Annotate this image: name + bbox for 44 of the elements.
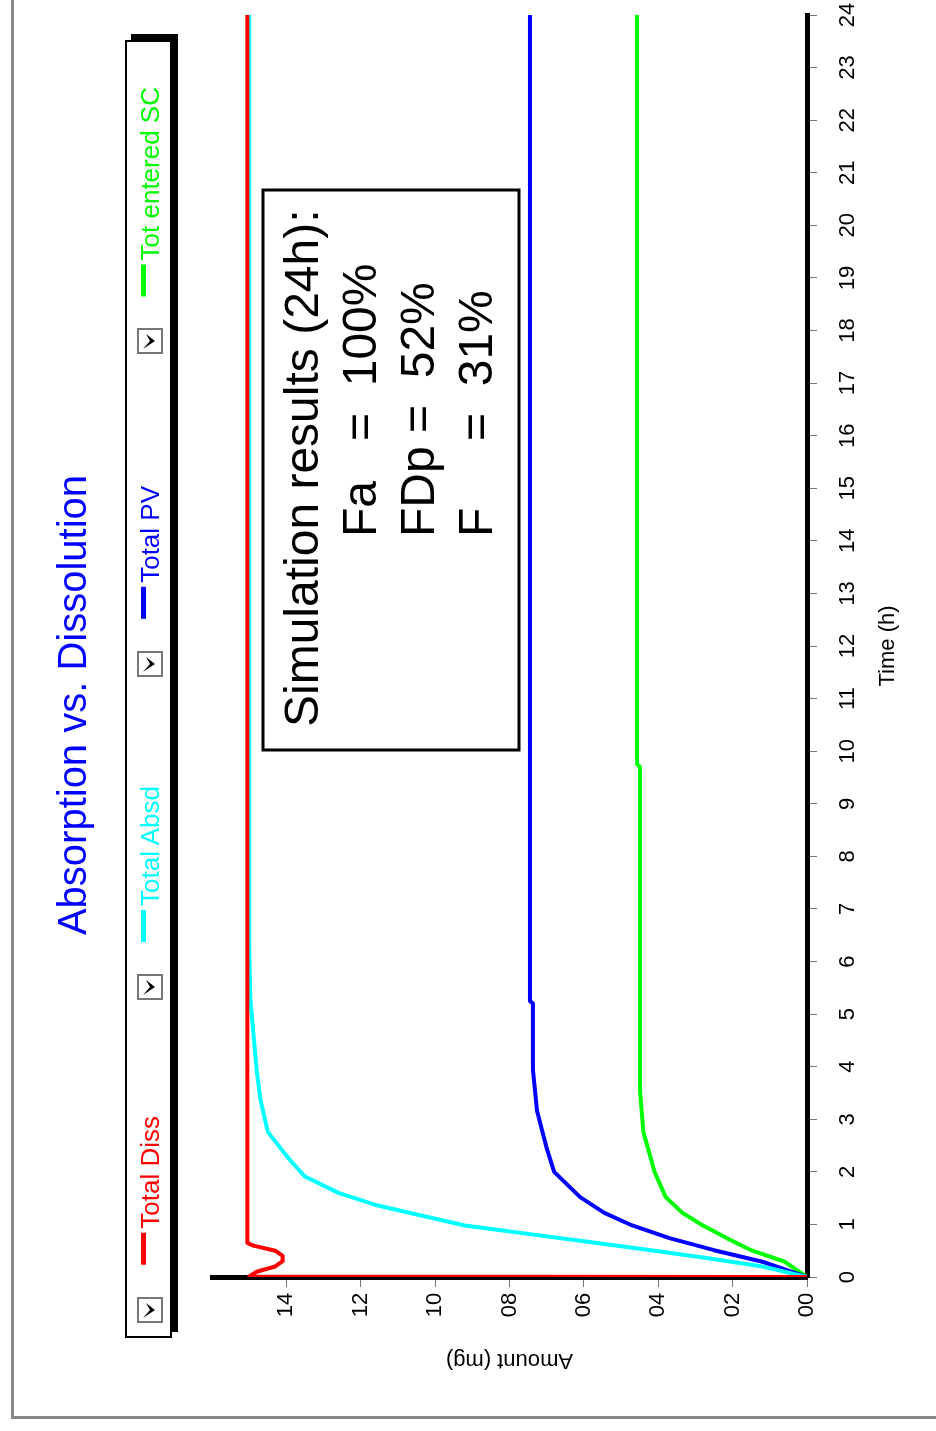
y-tick-label: 14 [834, 528, 860, 554]
x-tick-label: 10 [421, 1292, 447, 1318]
annotation: Simulation results (24h): [275, 209, 329, 727]
annotation: FDp = 52% [391, 282, 445, 537]
x-tick-label: 00 [793, 1292, 819, 1318]
y-tick-label: 21 [834, 160, 860, 185]
text: Total Diss [135, 1116, 165, 1229]
x-tick-label: 12 [346, 1292, 372, 1318]
x-tick-label: 14 [272, 1292, 298, 1318]
y-tick-label: 16 [834, 423, 860, 448]
y-tick-label: 13 [834, 581, 860, 606]
x-tick-label: 06 [569, 1292, 595, 1318]
y-tick-label: 8 [834, 850, 860, 863]
y-tick-label: 7 [834, 902, 860, 916]
text: Tot entered SC [135, 87, 165, 261]
x-tick-label: 02 [718, 1292, 744, 1318]
y-tick-label: 18 [834, 318, 860, 343]
y-tick-label: 0 [834, 1270, 860, 1284]
x-tick-label: 08 [495, 1292, 521, 1318]
y-axis-title: Time (h) [874, 605, 900, 687]
y-tick-label: 15 [834, 476, 860, 501]
y-tick-label: 12 [834, 633, 860, 659]
y-tick-label: 24 [834, 2, 860, 28]
text: Absorption vs. Dissolution [50, 474, 95, 936]
y-tick-label: 23 [834, 55, 860, 80]
x-tick-label: 04 [644, 1292, 670, 1318]
text: Total PV [135, 486, 165, 583]
y-tick-label: 1 [834, 1218, 860, 1231]
y-tick-label: 4 [834, 1060, 860, 1073]
y-tick-label: 20 [834, 213, 860, 238]
y-tick-label: 9 [834, 797, 860, 810]
annotation: F = 31% [449, 290, 503, 537]
y-tick-label: 17 [834, 370, 860, 396]
x-axis-title: Amount (mg) [445, 1348, 574, 1374]
y-tick-label: 19 [834, 265, 860, 291]
y-tick-label: 11 [834, 687, 860, 711]
text: Total Absd [135, 786, 165, 906]
y-tick-label: 5 [834, 1007, 860, 1021]
y-tick-label: 22 [834, 107, 860, 133]
annotation: Fa = 100% [333, 263, 387, 537]
y-tick-label: 3 [834, 1113, 860, 1126]
y-tick-label: 2 [834, 1165, 860, 1178]
y-tick-label: 10 [834, 738, 860, 764]
y-tick-label: 6 [834, 955, 860, 968]
